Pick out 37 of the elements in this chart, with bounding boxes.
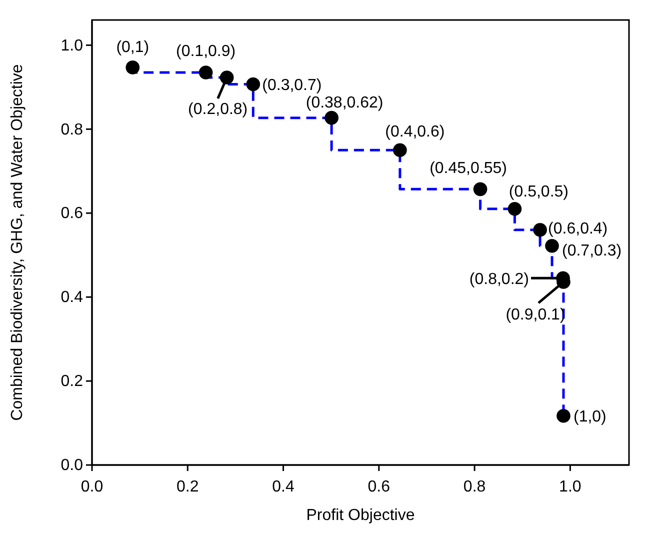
annotation: (0.5,0.5)	[508, 184, 569, 201]
point	[533, 223, 547, 237]
point	[508, 202, 522, 216]
y-tick-label: 0.4	[60, 289, 84, 306]
point	[198, 66, 213, 80]
annotation: (0.1,0.9)	[176, 43, 236, 60]
annotation: (0.7,0.3)	[562, 242, 622, 260]
y-tick-label: 1.0	[60, 37, 84, 54]
annotation: (0,1)	[116, 39, 150, 56]
annotation: (0.38,0.62)	[306, 94, 384, 112]
x-axis-title: Profit Objective	[306, 507, 415, 524]
point	[126, 60, 140, 74]
y-tick-label: 0.8	[60, 121, 84, 138]
x-tick-label: 0.8	[463, 478, 486, 496]
point	[556, 408, 570, 423]
x-tick-label: 0.6	[368, 478, 390, 496]
y-tick-label: 0.2	[60, 373, 84, 390]
annotation: (1,0)	[573, 408, 606, 426]
annotation: (0.9,0.1)	[506, 306, 566, 324]
annotation: (0.8,0.2)	[469, 270, 530, 288]
point	[324, 110, 338, 125]
point	[246, 77, 260, 92]
annotation: (0.6,0.4)	[548, 220, 608, 238]
x-tick-label: 0.0	[80, 478, 104, 496]
point	[473, 182, 488, 196]
x-tick-label: 1.0	[559, 478, 582, 496]
y-axis-title: Combined Biodiversity, GHG, and Water Objective	[9, 64, 26, 421]
x-tick-label: 0.2	[176, 478, 199, 496]
annotation: (0.2,0.8)	[188, 101, 248, 118]
point	[545, 238, 559, 253]
annotation: (0.3,0.7)	[262, 76, 322, 94]
y-tick-label: 0.6	[60, 205, 84, 222]
x-tick-label: 0.4	[272, 478, 294, 496]
annotation: (0.45,0.55)	[430, 160, 507, 177]
y-tick-label: 0.0	[60, 457, 84, 474]
point	[393, 143, 407, 158]
annotation: (0.4,0.6)	[385, 124, 445, 141]
